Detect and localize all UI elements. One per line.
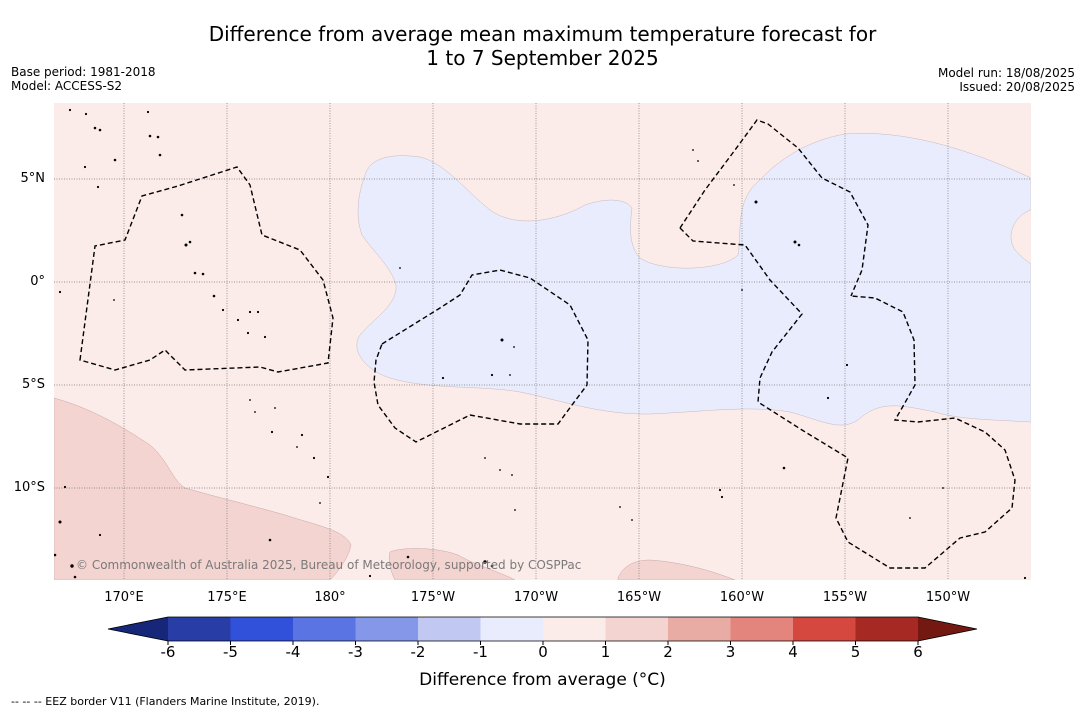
colorbar-tick-label: 0 (538, 643, 548, 661)
colorbar-label: Difference from average (°C) (419, 670, 666, 690)
base-period: Base period: 1981-2018 (11, 65, 156, 79)
colorbar-extend-low (108, 617, 168, 641)
info-left: Base period: 1981-2018 Model: ACCESS-S2 (11, 65, 156, 93)
islands (54, 108, 1027, 580)
lat-label-10s: 10°S (13, 480, 45, 495)
eez-border-northeast (679, 119, 869, 297)
warm-anomaly-south-east (617, 559, 736, 580)
lon-label-170w: 170°W (513, 590, 559, 605)
info-right: Model run: 18/08/2025 Issued: 20/08/2025 (938, 66, 1075, 94)
colorbar-tick-label: -6 (160, 643, 176, 661)
lon-label-155w: 155°W (822, 590, 868, 605)
colorbar-bin (730, 617, 793, 641)
colorbar-tick-label: -4 (285, 643, 301, 661)
colorbar-tick-label: -5 (223, 643, 238, 661)
colorbar-tick-label: -3 (348, 643, 363, 661)
lon-label-150w: 150°W (925, 590, 971, 605)
issued-date: Issued: 20/08/2025 (959, 80, 1075, 94)
colorbar-tick-label: 6 (913, 643, 923, 661)
colorbar-bin (168, 617, 231, 641)
lat-label-0: 0° (30, 274, 45, 289)
model-run: Model run: 18/08/2025 (937, 66, 1075, 80)
colorbar-tick-label: 3 (725, 643, 736, 661)
colorbar-bin (230, 617, 293, 641)
colorbar-bin (418, 617, 481, 641)
colorbar-bin (355, 617, 418, 641)
lon-label-175e: 175°E (207, 590, 247, 605)
eez-footnote: -- -- -- EEZ border V11 (Flanders Marine… (11, 695, 320, 708)
colorbar-bin (293, 617, 356, 641)
eez-border-west (79, 166, 334, 373)
colorbar-tick-label: 4 (788, 643, 798, 661)
colorbar-tick-label: 1 (600, 643, 611, 661)
model-name: Model: ACCESS-S2 (11, 79, 123, 93)
title-line-2: 1 to 7 September 2025 (426, 46, 659, 70)
lat-label-5n: 5°N (20, 171, 46, 186)
colorbar-bin (793, 617, 856, 641)
eez-borders (79, 119, 1016, 569)
colorbar-tick-label: 5 (850, 643, 861, 661)
colorbar-extend-high (918, 617, 977, 641)
lon-label-175w: 175°W (410, 590, 456, 605)
colorbar-bin (605, 617, 668, 641)
warm-anomaly-south-central (388, 548, 516, 580)
lon-label-165w: 165°W (616, 590, 662, 605)
colorbar-bin (543, 617, 606, 641)
copyright-notice: © Commonwealth of Australia 2025, Bureau… (76, 558, 582, 572)
colorbar-bin (480, 617, 543, 641)
colorbar-bin (668, 617, 731, 641)
eez-border-central (373, 269, 589, 443)
warm-anomaly-southwest (54, 397, 352, 580)
lon-label-180: 180° (314, 590, 346, 605)
colorbar (107, 616, 978, 645)
chart-title: Difference from average mean maximum tem… (0, 22, 1085, 70)
eez-border-east (679, 227, 1016, 569)
colorbar-tick-label: -1 (473, 643, 488, 661)
lon-label-160w: 160°W (719, 590, 765, 605)
lon-label-170e: 170°E (104, 590, 144, 605)
colorbar-bin (855, 617, 918, 641)
colorbar-tick-label: -2 (410, 643, 426, 661)
lat-label-5s: 5°S (21, 377, 45, 392)
colorbar-tick-label: 2 (663, 643, 673, 661)
title-line-1: Difference from average mean maximum tem… (208, 22, 877, 46)
cool-anomaly-region (356, 133, 1031, 426)
